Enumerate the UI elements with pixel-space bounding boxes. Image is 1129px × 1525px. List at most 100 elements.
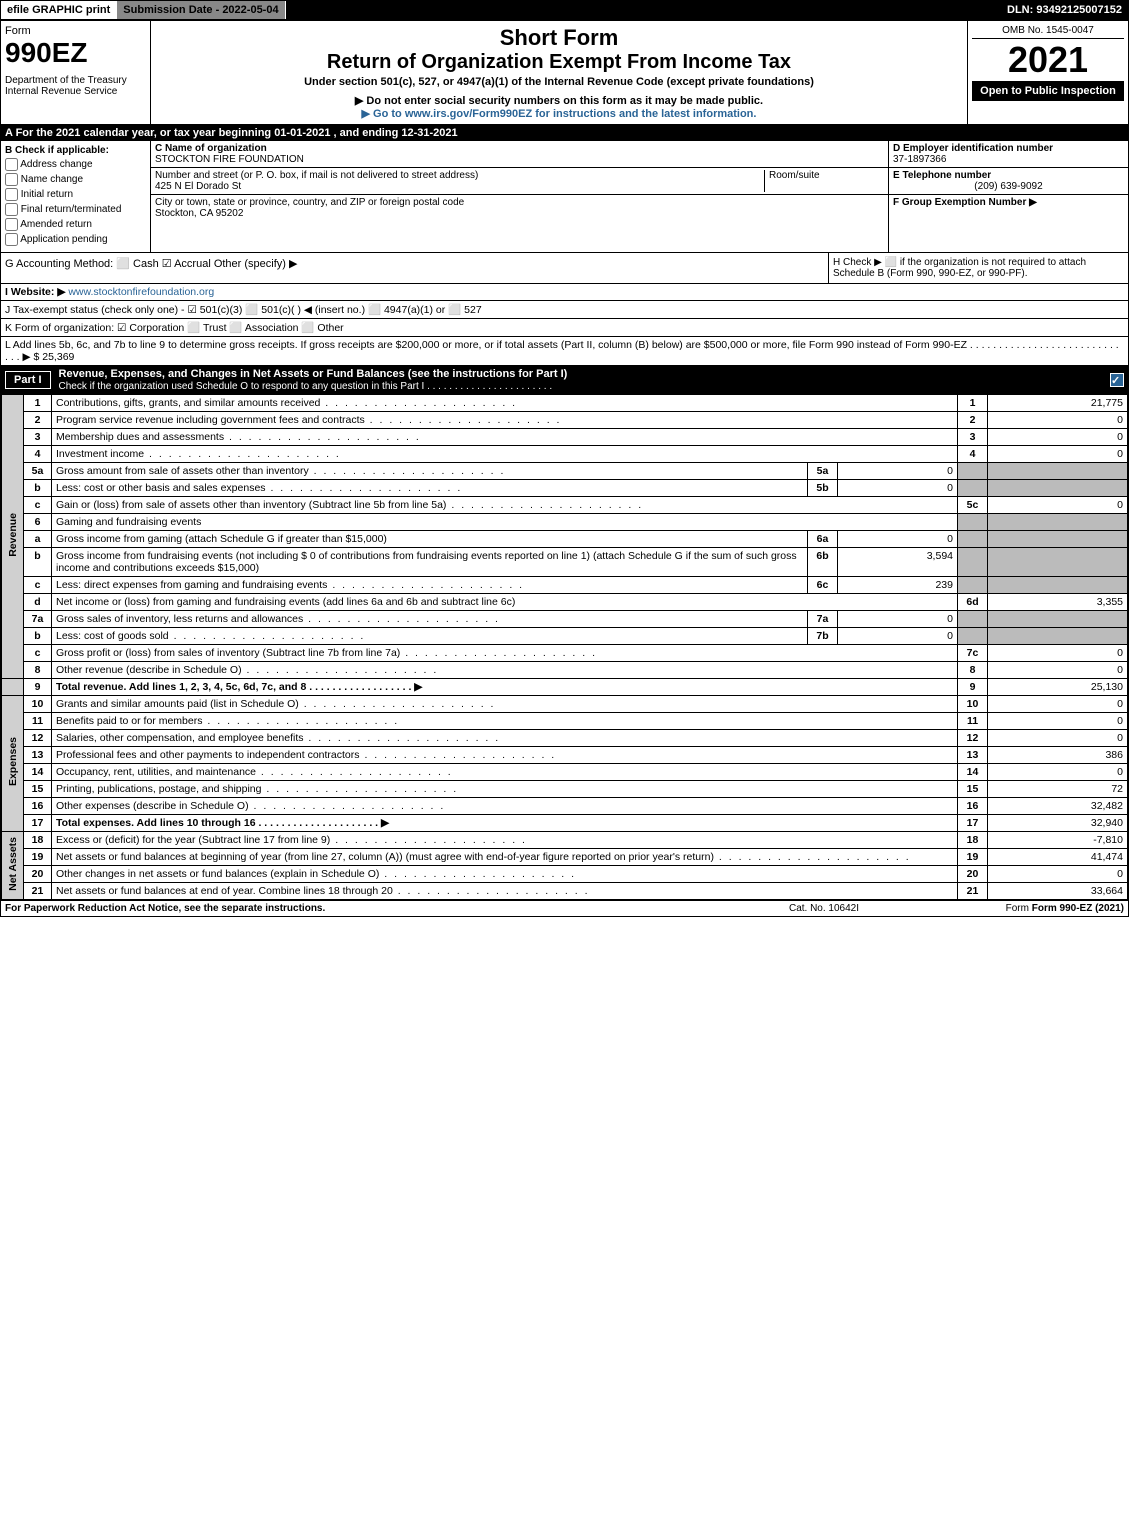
- c-name-lbl: C Name of organization: [155, 143, 884, 154]
- v: 0: [988, 730, 1128, 747]
- desc: Grants and similar amounts paid (list in…: [52, 696, 958, 713]
- efile-label: efile GRAPHIC print: [1, 1, 117, 19]
- c-name-address: C Name of organization STOCKTON FIRE FOU…: [151, 141, 888, 252]
- blank: [988, 577, 1128, 594]
- n: 5c: [958, 497, 988, 514]
- chk-label: Application pending: [20, 234, 107, 245]
- section-b-block: B Check if applicable: Address change Na…: [1, 141, 1128, 253]
- short-form-title: Short Form: [155, 25, 963, 51]
- chk-label: Address change: [20, 159, 92, 170]
- n: 13: [958, 747, 988, 764]
- ln: c: [24, 645, 52, 662]
- chk-label: Final return/terminated: [21, 204, 122, 215]
- desc: Gross income from gaming (attach Schedul…: [52, 531, 808, 548]
- v: 0: [988, 696, 1128, 713]
- v: 0: [988, 662, 1128, 679]
- website-link[interactable]: www.stocktonfirefoundation.org: [68, 286, 214, 298]
- irs-link[interactable]: ▶ Go to www.irs.gov/Form990EZ for instru…: [362, 108, 757, 120]
- header-right: OMB No. 1545-0047 2021 Open to Public In…: [968, 21, 1128, 124]
- desc: Gaming and fundraising events: [52, 514, 958, 531]
- chk-initial-return[interactable]: Initial return: [5, 188, 146, 201]
- v: 25,130: [988, 679, 1128, 696]
- ln: 20: [24, 866, 52, 883]
- n: 18: [958, 832, 988, 849]
- sn: 5a: [808, 463, 838, 480]
- v: 21,775: [988, 395, 1128, 412]
- desc: Total revenue. Add lines 1, 2, 3, 4, 5c,…: [52, 679, 958, 696]
- ln: 3: [24, 429, 52, 446]
- top-bar: efile GRAPHIC print Submission Date - 20…: [1, 1, 1128, 21]
- n: 21: [958, 883, 988, 900]
- v: 0: [988, 497, 1128, 514]
- blank: [988, 463, 1128, 480]
- l-gross-receipts: L Add lines 5b, 6c, and 7b to line 9 to …: [1, 337, 1128, 366]
- open-inspection: Open to Public Inspection: [972, 81, 1124, 101]
- sv: 0: [838, 611, 958, 628]
- desc: Salaries, other compensation, and employ…: [52, 730, 958, 747]
- b-checkboxes: B Check if applicable: Address change Na…: [1, 141, 151, 252]
- ln: b: [24, 628, 52, 645]
- blank: [958, 628, 988, 645]
- tax-year: 2021: [972, 39, 1124, 81]
- chk-name-change[interactable]: Name change: [5, 173, 146, 186]
- n: 17: [958, 815, 988, 832]
- chk-address-change[interactable]: Address change: [5, 158, 146, 171]
- desc: Less: cost or other basis and sales expe…: [52, 480, 808, 497]
- part-1-bar: Part I Revenue, Expenses, and Changes in…: [1, 366, 1128, 394]
- ln: 14: [24, 764, 52, 781]
- v: 386: [988, 747, 1128, 764]
- header-left: Form 990EZ Department of the Treasury In…: [1, 21, 151, 124]
- ln: 11: [24, 713, 52, 730]
- form-label: Form: [5, 25, 146, 37]
- sv: 0: [838, 531, 958, 548]
- chk-label: Amended return: [20, 219, 92, 230]
- c-name: STOCKTON FIRE FOUNDATION: [155, 154, 884, 165]
- goto-link[interactable]: ▶ Go to www.irs.gov/Form990EZ for instru…: [155, 107, 963, 120]
- n: 3: [958, 429, 988, 446]
- d-lbl: D Employer identification number: [893, 143, 1124, 154]
- chk-final-return[interactable]: Final return/terminated: [5, 203, 146, 216]
- c-street: 425 N El Dorado St: [155, 181, 764, 192]
- desc: Contributions, gifts, grants, and simila…: [52, 395, 958, 412]
- n: 4: [958, 446, 988, 463]
- sv: 3,594: [838, 548, 958, 577]
- n: 11: [958, 713, 988, 730]
- blank: [988, 531, 1128, 548]
- n: 10: [958, 696, 988, 713]
- revenue-vlabel: Revenue: [2, 395, 24, 679]
- revenue-table: Revenue 1 Contributions, gifts, grants, …: [1, 394, 1128, 900]
- n: 9: [958, 679, 988, 696]
- chk-amended[interactable]: Amended return: [5, 218, 146, 231]
- chk-pending[interactable]: Application pending: [5, 233, 146, 246]
- desc: Other revenue (describe in Schedule O): [52, 662, 958, 679]
- ln: 18: [24, 832, 52, 849]
- b-header: B Check if applicable:: [5, 145, 146, 156]
- c-street-lbl: Number and street (or P. O. box, if mail…: [155, 170, 764, 181]
- part1-checkbox[interactable]: ✓: [1110, 373, 1124, 387]
- ln: 17: [24, 815, 52, 832]
- netassets-vlabel: Net Assets: [2, 832, 24, 900]
- dept-label: Department of the Treasury Internal Reve…: [5, 75, 146, 97]
- footer-right: Form Form 990-EZ (2021): [924, 903, 1124, 914]
- chk-label: Name change: [21, 174, 83, 185]
- footer-left: For Paperwork Reduction Act Notice, see …: [5, 903, 724, 914]
- v: 0: [988, 645, 1128, 662]
- v: 32,482: [988, 798, 1128, 815]
- blank: [988, 514, 1128, 531]
- submission-date: Submission Date - 2022-05-04: [117, 1, 285, 19]
- desc: Investment income: [52, 446, 958, 463]
- v: 0: [988, 412, 1128, 429]
- header-row: Form 990EZ Department of the Treasury In…: [1, 21, 1128, 125]
- footer-center: Cat. No. 10642I: [724, 903, 924, 914]
- n: 2: [958, 412, 988, 429]
- desc: Less: cost of goods sold: [52, 628, 808, 645]
- sn: 6b: [808, 548, 838, 577]
- v: 0: [988, 866, 1128, 883]
- blank: [988, 480, 1128, 497]
- v: 33,664: [988, 883, 1128, 900]
- blank: [958, 611, 988, 628]
- desc: Program service revenue including govern…: [52, 412, 958, 429]
- ln: 6: [24, 514, 52, 531]
- n: 20: [958, 866, 988, 883]
- footer: For Paperwork Reduction Act Notice, see …: [1, 900, 1128, 916]
